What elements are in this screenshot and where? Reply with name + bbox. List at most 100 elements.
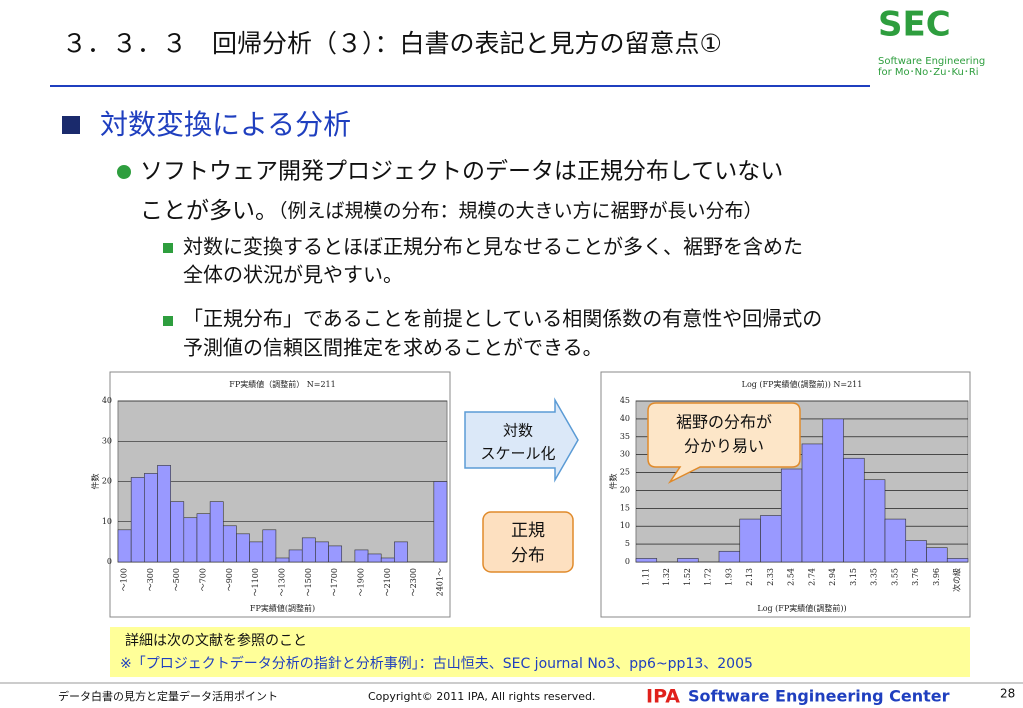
bullet-text: ソフトウェア開発プロジェクトのデータは正規分布していない <box>140 159 783 185</box>
x-tick-label: 2.33 <box>766 568 775 586</box>
chart-title: Log (FP実績値(調整前)) N=211 <box>742 379 863 389</box>
y-axis-label: 件数 <box>90 474 100 490</box>
sub-bullet-text: 予測値の信頼区間推定を求めることができる。 <box>183 336 603 360</box>
x-tick-label: 3.76 <box>911 568 920 586</box>
x-tick-label: ～1900 <box>356 568 365 596</box>
bar <box>196 513 211 563</box>
y-tick-label: 40 <box>620 414 630 423</box>
bullet-text: ことが多い。（例えば規模の分布：規模の大きい方に裾野が長い分布） <box>140 198 763 224</box>
note-text: 詳細は次の文献を参照のこと <box>125 632 307 649</box>
bar <box>209 501 224 563</box>
x-tick-label: 1.11 <box>641 568 650 586</box>
logo-sub: for Mo･No･Zu･Ku･Ri <box>878 67 979 78</box>
sub-bullet-marker <box>163 243 173 253</box>
bar <box>183 517 198 563</box>
y-tick-label: 10 <box>620 521 630 530</box>
bullet-note: （例えば規模の分布：規模の大きい方に裾野が長い分布） <box>278 200 763 222</box>
footer-ipa: IPA <box>646 686 680 708</box>
x-tick-label: 1.93 <box>724 568 733 586</box>
bar <box>635 558 658 563</box>
x-tick-label: 2.74 <box>807 568 816 586</box>
x-tick-label: 1.52 <box>683 568 692 586</box>
bar <box>262 529 277 563</box>
logo-sub: Software Engineering <box>878 56 985 67</box>
bar <box>677 558 699 563</box>
y-tick-label: 35 <box>620 432 630 441</box>
bar <box>130 477 145 563</box>
bar <box>249 541 264 563</box>
bar <box>739 518 761 563</box>
footer-text: データ白書の見方と定量データ活用ポイント <box>58 689 278 703</box>
x-tick-label: 1.32 <box>662 568 671 586</box>
bar <box>222 525 237 563</box>
bar <box>236 533 250 563</box>
bullet-marker <box>117 165 131 179</box>
chart-title: FP実績値（調整前） N=211 <box>229 379 335 389</box>
x-tick-label: ～1100 <box>251 568 260 596</box>
y-tick-label: 0 <box>107 557 112 566</box>
y-tick-label: 30 <box>620 450 630 459</box>
arrow <box>464 397 579 483</box>
heading-marker <box>62 116 80 134</box>
y-tick-label: 10 <box>102 517 112 526</box>
bar <box>380 557 395 563</box>
callout-text: 正規 <box>511 521 545 541</box>
x-tick-label: 3.96 <box>932 568 941 586</box>
x-tick-label: ～700 <box>199 568 208 591</box>
y-tick-label: 0 <box>625 557 630 566</box>
bar <box>275 557 290 563</box>
bar <box>157 465 171 563</box>
bar <box>780 468 803 563</box>
x-tick-label: ～500 <box>172 568 181 591</box>
x-tick-label: 2.13 <box>745 568 754 586</box>
callout <box>482 511 574 573</box>
note-text: ※「プロジェクトデータ分析の指針と分析事例」：古山恒夫、SEC journal … <box>120 655 753 672</box>
y-tick-label: 45 <box>620 396 630 405</box>
callout-text: 分かり易い <box>684 437 764 456</box>
x-tick-label: 3.35 <box>870 568 879 586</box>
x-tick-label: ～300 <box>146 568 155 591</box>
bar <box>926 547 948 563</box>
x-tick-label: ～1300 <box>278 568 287 596</box>
logo: SEC <box>878 5 951 45</box>
callout <box>647 402 801 484</box>
bar <box>863 479 886 563</box>
bar <box>905 540 927 563</box>
arrow-text: スケール化 <box>480 445 555 463</box>
sub-bullet-text: 全体の状況が見やすい。 <box>183 263 403 287</box>
x-axis-label: FP実績値(調整前) <box>250 603 315 613</box>
callout-text: 裾野の分布が <box>676 413 772 432</box>
note-box <box>110 627 970 677</box>
bar <box>884 518 907 563</box>
x-tick-label: ～2300 <box>409 568 418 596</box>
sub-bullet-text: 対数に変換するとほぼ正規分布と見なせることが多く、裾野を含めた <box>183 235 803 259</box>
x-tick-label: 次の級 <box>952 568 962 592</box>
x-axis-label: Log (FP実績値(調整前)) <box>757 603 846 613</box>
y-tick-label: 40 <box>102 396 112 405</box>
bar <box>760 515 782 563</box>
x-tick-label: ～100 <box>120 568 129 591</box>
x-tick-label: ～1700 <box>330 568 339 596</box>
bar <box>354 549 369 563</box>
bar <box>315 541 329 563</box>
bar <box>394 541 408 563</box>
x-tick-label: 2401～ <box>435 568 444 596</box>
bar <box>946 558 969 563</box>
callout-text: 分布 <box>511 546 545 566</box>
footer-copyright: Copyright© 2011 IPA, All rights reserved… <box>368 690 595 703</box>
bar <box>117 529 132 563</box>
y-tick-label: 15 <box>620 503 630 512</box>
x-tick-label: 3.15 <box>849 568 858 586</box>
bar <box>288 549 303 563</box>
bar <box>144 473 158 563</box>
bullet-text: ことが多い。 <box>140 198 278 224</box>
charts: FP実績値（調整前） N=211 FP実績値(調整前) 件数 0 10 20 30 40 ～10… <box>90 371 971 618</box>
bar <box>328 545 343 563</box>
x-tick-label: 2.54 <box>787 568 796 586</box>
bar <box>170 501 185 563</box>
x-tick-label: ～1500 <box>304 568 313 596</box>
x-tick-label: 3.55 <box>890 568 899 586</box>
x-tick-label: 1.72 <box>704 568 713 586</box>
sub-bullet-marker <box>163 316 173 326</box>
